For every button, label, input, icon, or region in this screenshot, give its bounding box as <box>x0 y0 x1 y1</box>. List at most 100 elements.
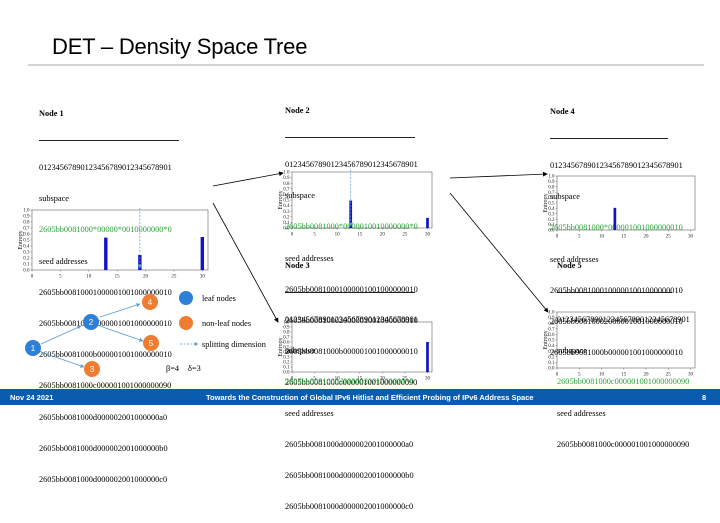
y-tick-label: 0.7 <box>548 191 555 196</box>
y-axis-label: Entropy <box>278 190 284 209</box>
y-tick-label: 0.9 <box>283 176 290 181</box>
y-tick-label: 0.3 <box>548 212 555 217</box>
node-4-subspace: 2605bb0081000*000001001000000010 <box>550 223 683 233</box>
x-tick-label: 20 <box>380 377 386 382</box>
y-tick-label: 0.9 <box>283 326 290 331</box>
node-2-seed: 2605bb00810002000001001000000010 <box>285 315 418 325</box>
y-tick-label: 0.6 <box>548 333 555 338</box>
node-1-seed: 2605bb0081000d000002001000000b0 <box>39 443 168 453</box>
node-1-subspace: 2605bb0081000*00000*0010000000*0 <box>39 225 172 235</box>
x-tick-label: 10 <box>335 377 341 382</box>
tree-edge-1-3 <box>40 351 85 368</box>
tree-node-5-label: 5 <box>149 339 154 348</box>
entropy-chart-node-5: 0.0 0.1 0.2 0.3 0.4 0.5 0.6 0.7 0.8 0.9 1.0 0 5 10 15 2… <box>543 308 701 378</box>
x-tick-label: 0 <box>31 275 34 280</box>
y-tick-label: 0.6 <box>23 233 30 238</box>
y-axis-label: Entropy <box>278 337 284 356</box>
y-tick-label: 0.7 <box>283 187 290 192</box>
x-tick-label: 25 <box>171 275 177 280</box>
y-tick-label: 0.4 <box>548 207 555 212</box>
y-tick-label: 0.2 <box>283 215 290 220</box>
chart-frame <box>556 311 696 369</box>
y-tick-label: 0.5 <box>283 346 290 351</box>
y-tick-label: 0.0 <box>548 229 555 234</box>
x-tick-label: 30 <box>425 233 431 238</box>
node-4-info: Node 4 01234567890123456789012345678901 … <box>550 86 683 369</box>
entropy-bar <box>613 207 617 230</box>
x-tick-label: 0 <box>291 377 294 382</box>
x-tick-label: 5 <box>313 377 316 382</box>
tree-node-4: 4 <box>142 294 158 310</box>
y-tick-label: 0.6 <box>283 193 290 198</box>
tree-node-3: 3 <box>84 361 100 377</box>
node-3-header: Node 3 <box>285 260 310 270</box>
node-2-index-row: 01234567890123456789012345678901 <box>285 159 418 169</box>
y-tick-label: 0.2 <box>548 218 555 223</box>
legend-leaf-label: leaf nodes <box>202 294 236 303</box>
node-1-subspace-label: subspace <box>39 194 69 204</box>
node-1-header: Node 1 <box>39 108 64 118</box>
y-tick-label: 0.1 <box>548 361 555 366</box>
node-4-seed: 2605bb0081000b000001001000000010 <box>550 348 683 358</box>
y-tick-label: 0.4 <box>548 344 555 349</box>
node-1-underline <box>39 140 179 142</box>
node-4-underline <box>550 138 668 140</box>
x-tick-label: 10 <box>86 275 92 280</box>
density-space-tree-diagram: 1 2 3 4 5 <box>25 291 199 377</box>
node-4-seed: 2605bb00810001000001001000000010 <box>550 285 683 295</box>
y-tick-label: 1.0 <box>548 311 555 316</box>
legend-beta-value: β=4 <box>166 364 180 373</box>
tree-edge-1-2 <box>40 325 82 345</box>
y-tick-label: 0.4 <box>283 204 290 209</box>
y-tick-label: 0.0 <box>548 367 555 372</box>
y-tick-label: 0.7 <box>23 227 30 232</box>
tree-node-1-label: 1 <box>31 344 36 353</box>
y-tick-label: 0.5 <box>23 239 30 244</box>
y-tick-label: 0.3 <box>23 251 30 256</box>
node-1-seed: 2605bb00810002000001001000000010 <box>39 318 172 328</box>
arrow-node1-to-node2 <box>212 171 284 187</box>
tree-node-1: 1 <box>25 340 41 356</box>
y-tick-label: 0.8 <box>283 331 290 336</box>
x-tick-label: 10 <box>335 233 341 238</box>
node-3-seed: 2605bb0081000d000002001000000a0 <box>285 439 414 449</box>
x-tick-label: 0 <box>556 373 559 378</box>
entropy-bar <box>200 237 205 270</box>
node-4-subspace-label: subspace <box>550 192 580 202</box>
node-1-seed-label: seed addresses <box>39 256 88 266</box>
x-tick-label: 10 <box>599 373 605 378</box>
legend-split-dimension-label: splitting dimension <box>202 340 266 349</box>
x-tick-label: 30 <box>425 377 431 382</box>
node-1-seed: 2605bb0081000c000001001000000090 <box>39 381 172 391</box>
arrow-node2-to-node5 <box>449 192 549 313</box>
chart-frame <box>556 175 696 231</box>
y-tick-label: 0.3 <box>283 356 290 361</box>
node-5-subspace-label: subspace <box>557 346 587 356</box>
legend-delta-value: δ=3 <box>188 364 201 373</box>
node-2-underline <box>285 137 415 139</box>
node-5-subspace: 2605bb0081000c000001001000000090 <box>557 377 690 387</box>
y-tick-label: 0.2 <box>548 355 555 360</box>
y-tick-label: 0.9 <box>548 316 555 321</box>
y-tick-label: 0.5 <box>548 202 555 207</box>
node-2-subspace-label: subspace <box>285 191 315 201</box>
node-1-seed: 2605bb0081000b000001001000000010 <box>39 350 172 360</box>
chart-frame <box>291 171 433 229</box>
y-tick-label: 0.7 <box>548 327 555 332</box>
node-2-seed: 2605bb0081000b000001001000000010 <box>285 347 418 357</box>
node-1-seed: 2605bb0081000d000002001000000c0 <box>39 475 168 485</box>
entropy-chart-node-2: 0.0 0.1 0.2 0.3 0.4 0.5 0.6 0.7 0.8 0.9 1.0 0 5 10 15 2… <box>278 168 438 238</box>
x-tick-label: 15 <box>357 233 363 238</box>
node-3-seed-label: seed addresses <box>285 408 334 418</box>
footer-presentation-title: Towards the Construction of Global IPv6 … <box>206 393 534 402</box>
y-tick-label: 1.0 <box>548 175 555 180</box>
y-tick-label: 0.9 <box>548 180 555 185</box>
y-tick-label: 0.2 <box>283 361 290 366</box>
node-4-index-row: 01234567890123456789012345678901 <box>550 160 683 170</box>
tree-edge-2-5 <box>99 325 144 342</box>
legend-leaf-swatch <box>179 291 193 305</box>
y-tick-label: 0.4 <box>23 245 30 250</box>
y-tick-label: 0.8 <box>283 182 290 187</box>
entropy-bar <box>426 342 429 372</box>
x-tick-label: 5 <box>313 233 316 238</box>
